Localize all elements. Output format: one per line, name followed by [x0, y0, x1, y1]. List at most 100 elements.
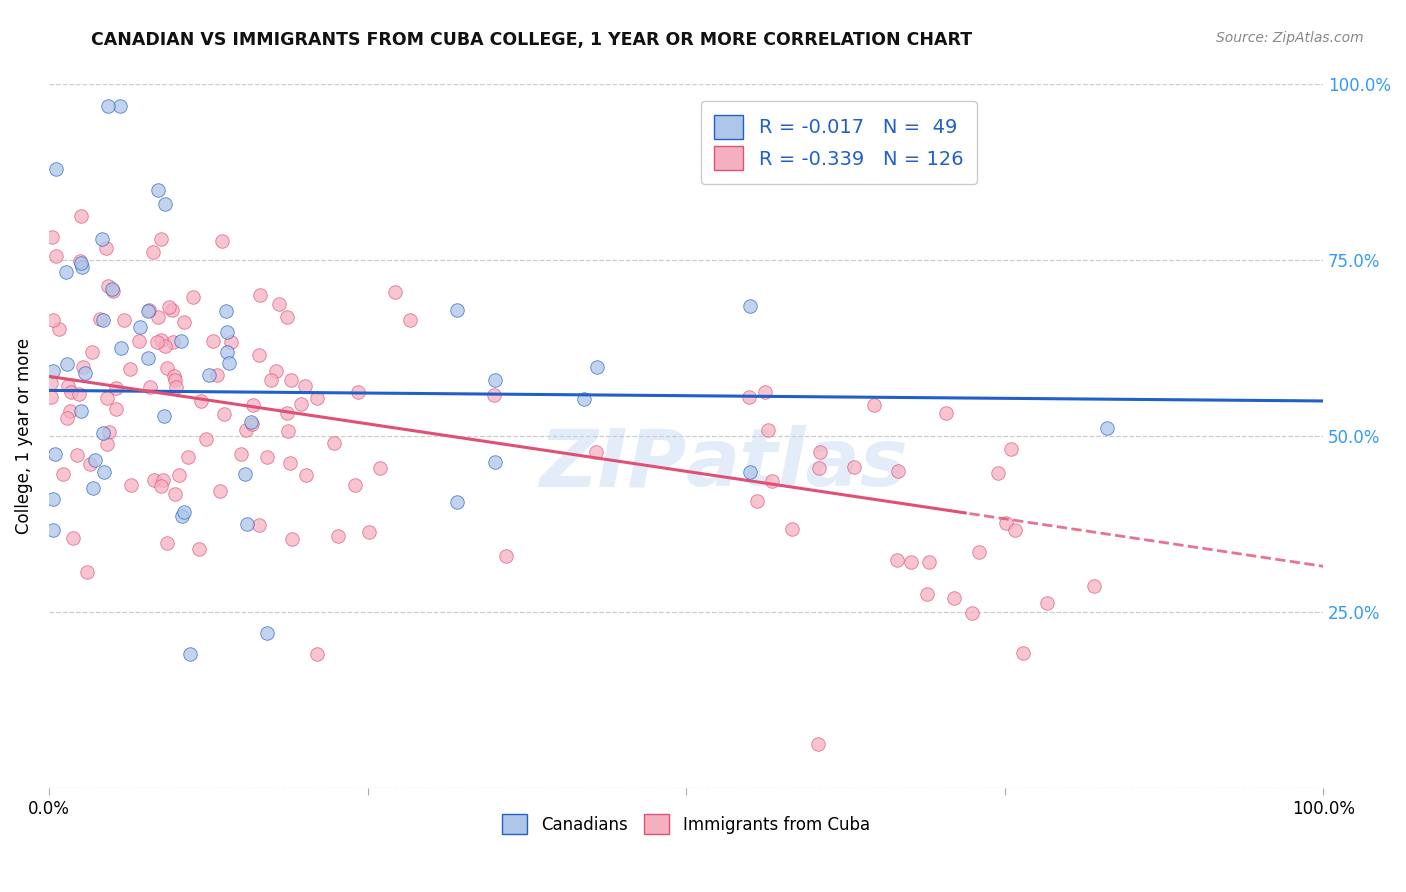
Text: CANADIAN VS IMMIGRANTS FROM CUBA COLLEGE, 1 YEAR OR MORE CORRELATION CHART: CANADIAN VS IMMIGRANTS FROM CUBA COLLEGE… [91, 31, 973, 49]
Point [146, 334, 169, 349]
Point [249, 288, 271, 302]
Point [808, 461, 831, 475]
Point [152, 409, 174, 424]
Point [91, 313, 114, 327]
Point [84, 453, 107, 467]
Point [586, 359, 609, 374]
Point [143, 474, 166, 488]
Point [39, 376, 62, 390]
Point [66, 448, 89, 462]
Point [56, 410, 79, 425]
Point [69, 254, 91, 268]
Point [935, 407, 957, 421]
Point [201, 334, 224, 348]
Point [97, 98, 120, 112]
Text: atlas: atlas [686, 425, 908, 503]
Point [276, 406, 298, 420]
Point [806, 737, 828, 751]
Point [152, 473, 174, 487]
Point [887, 464, 910, 478]
Point [150, 479, 173, 493]
Point [987, 467, 1010, 481]
Point [1012, 646, 1035, 660]
Point [276, 310, 298, 324]
Point [247, 518, 270, 533]
Point [384, 285, 406, 299]
Point [482, 388, 505, 402]
Point [215, 325, 238, 339]
Point [357, 525, 380, 540]
Point [1083, 579, 1105, 593]
Point [96, 241, 118, 255]
Point [59, 404, 82, 418]
Point [214, 407, 236, 421]
Point [219, 334, 242, 349]
Point [738, 390, 761, 404]
Point [80, 345, 103, 359]
Point [761, 474, 783, 488]
Point [55, 265, 77, 279]
Point [863, 398, 886, 412]
Point [129, 320, 152, 334]
Point [162, 302, 184, 317]
Point [495, 549, 517, 564]
Point [121, 478, 143, 492]
Point [236, 517, 259, 532]
Point [995, 516, 1018, 531]
Point [41, 492, 63, 507]
Point [260, 373, 283, 387]
Point [142, 245, 165, 260]
Point [69, 209, 91, 223]
Point [167, 468, 190, 483]
Point [484, 373, 506, 387]
Point [242, 398, 264, 412]
Point [155, 197, 177, 211]
Point [294, 379, 316, 393]
Point [150, 232, 173, 246]
Point [42, 523, 65, 537]
Point [280, 373, 302, 387]
Point [842, 459, 865, 474]
Point [239, 415, 262, 429]
Point [42, 364, 65, 378]
Point [72, 359, 94, 374]
Point [754, 384, 776, 399]
Point [138, 380, 160, 394]
Point [290, 397, 312, 411]
Point [101, 282, 124, 296]
Point [73, 366, 96, 380]
Point [97, 425, 120, 439]
Point [247, 348, 270, 362]
Point [156, 536, 179, 550]
Point [1036, 596, 1059, 610]
Point [256, 626, 278, 640]
Point [240, 417, 263, 432]
Point [45, 249, 67, 263]
Point [138, 303, 160, 318]
Point [277, 424, 299, 438]
Point [446, 303, 468, 318]
Point [1095, 420, 1118, 434]
Point [41, 230, 63, 244]
Point [39, 390, 62, 404]
Point [105, 401, 128, 416]
Point [233, 467, 256, 481]
Point [181, 290, 204, 304]
Point [209, 483, 232, 498]
Point [780, 522, 803, 536]
Point [886, 553, 908, 567]
Point [110, 342, 132, 356]
Point [70, 260, 93, 274]
Point [162, 335, 184, 350]
Point [399, 313, 422, 327]
Point [368, 460, 391, 475]
Point [51, 467, 73, 482]
Point [163, 369, 186, 384]
Point [197, 368, 219, 382]
Y-axis label: College, 1 year or more: College, 1 year or more [15, 338, 32, 534]
Text: ZIP: ZIP [538, 425, 686, 503]
Point [305, 647, 328, 661]
Point [278, 457, 301, 471]
Point [217, 345, 239, 359]
Point [163, 487, 186, 501]
